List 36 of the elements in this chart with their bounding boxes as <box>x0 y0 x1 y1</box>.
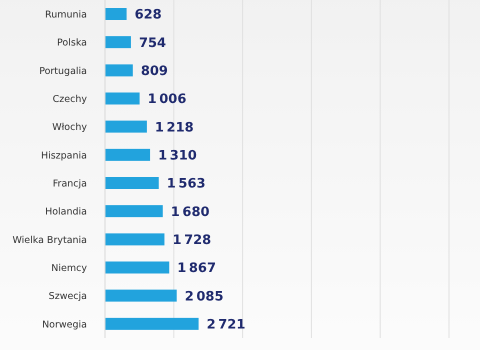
y-tick-label: Szwecja <box>48 291 87 302</box>
data-label: 1 310 <box>158 148 197 164</box>
bar <box>105 177 159 189</box>
data-label: 1 006 <box>148 92 186 108</box>
bar <box>105 148 150 161</box>
bar <box>105 233 164 246</box>
y-tick-label: Włochy <box>52 122 88 134</box>
y-tick-label: Niemcy <box>51 262 88 274</box>
bar <box>105 290 177 302</box>
y-tick-label: Rumunia <box>45 9 87 20</box>
data-label: 1 218 <box>154 120 194 136</box>
y-tick-label: Portugalia <box>39 66 87 77</box>
data-label: 809 <box>140 64 168 79</box>
bar <box>105 120 147 133</box>
bar <box>105 92 140 104</box>
data-label: 1 680 <box>170 204 210 220</box>
data-label: 1 563 <box>166 176 206 192</box>
data-label: 628 <box>134 8 162 23</box>
bar <box>105 36 131 48</box>
y-tick-label: Wielka Brytania <box>12 234 87 246</box>
bar <box>105 318 199 330</box>
y-tick-label: Norwegia <box>42 319 87 330</box>
bar <box>105 262 170 274</box>
data-label: 2 721 <box>206 317 246 332</box>
data-label: 2 085 <box>184 289 224 304</box>
y-tick-label: Holandia <box>45 206 87 218</box>
y-tick-label: Czechy <box>52 94 88 105</box>
y-tick-label: Francja <box>52 178 87 190</box>
bar <box>105 8 127 20</box>
bar <box>105 64 133 76</box>
data-label: 754 <box>138 36 166 51</box>
y-tick-label: Hiszpania <box>40 150 87 162</box>
y-tick-label: Polska <box>57 38 87 49</box>
data-label: 1 867 <box>177 261 216 276</box>
bar <box>105 205 163 218</box>
data-label: 1 728 <box>172 232 212 248</box>
